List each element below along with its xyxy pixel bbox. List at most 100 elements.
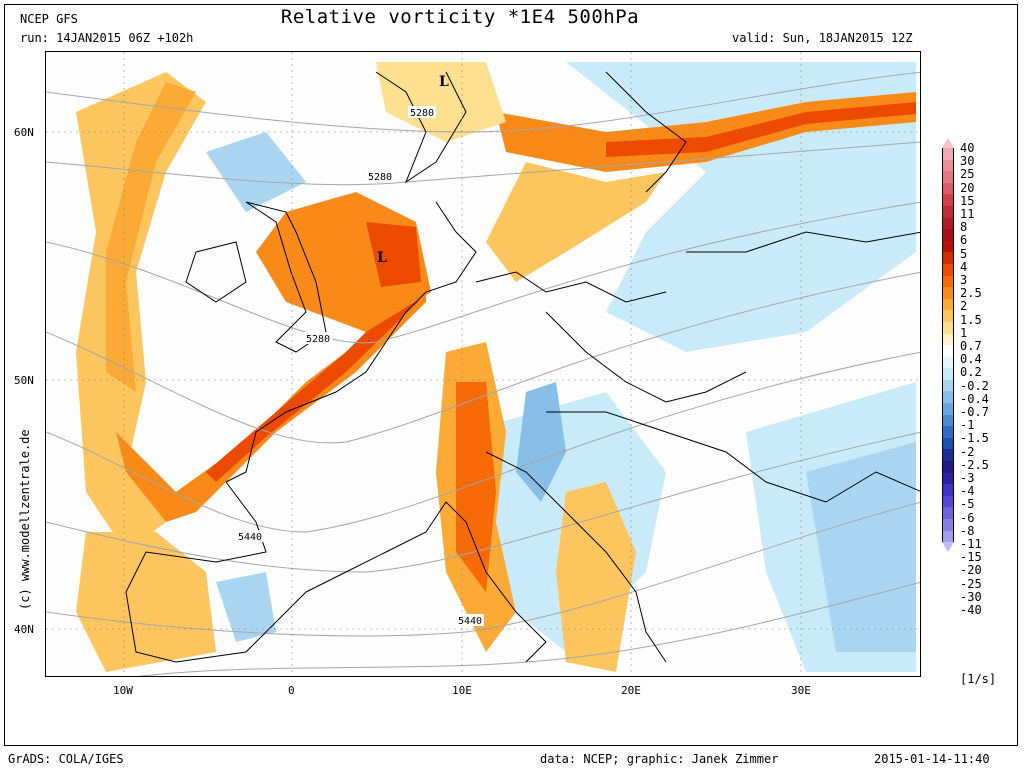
colorbar-tick-label: -6 — [960, 510, 975, 525]
colorbar-swatch — [942, 263, 954, 276]
colorbar-swatch — [942, 379, 954, 392]
colorbar-tick-label: 3 — [960, 273, 968, 287]
colorbar-tick-label: 40 — [960, 141, 975, 155]
colorbar-tick-label: 6 — [960, 233, 968, 248]
colorbar-tick-label: 2.5 — [960, 286, 982, 301]
colorbar-swatch — [942, 426, 954, 438]
colorbar-tick-label: -5 — [960, 497, 975, 512]
contour-label: 5280 — [368, 172, 392, 183]
colorbar-unit: [1/s] — [960, 672, 997, 686]
colorbar-tick-label: 0.7 — [960, 339, 982, 353]
colorbar-tick-label: 0.4 — [960, 352, 982, 367]
colorbar-tick-label: 2 — [960, 299, 968, 314]
low-pressure-marker: L — [439, 74, 449, 90]
colorbar-tick-label: 1 — [960, 325, 968, 340]
contour-label: 5280 — [410, 108, 434, 119]
lon-label-10w: 10W — [113, 684, 133, 697]
contour-label: 5280 — [306, 334, 330, 345]
colorbar-swatch — [942, 437, 954, 450]
contour-label: 5440 — [238, 532, 262, 543]
colorbar — [942, 138, 954, 553]
colorbar-swatch — [942, 507, 954, 519]
colorbar-tick-label: -4 — [960, 484, 975, 499]
colorbar-tick-label: -15 — [960, 550, 982, 565]
colorbar-bottom-arrow — [942, 542, 954, 553]
colorbar-swatch — [942, 472, 954, 485]
colorbar-swatch — [942, 461, 954, 473]
colorbar-tick-label: 11 — [960, 207, 975, 221]
colorbar-tick-label: 1.5 — [960, 312, 982, 327]
colorbar-tick-label: 15 — [960, 193, 975, 208]
vertical-credit: (c) www.modellzentrale.de — [18, 429, 32, 610]
colorbar-swatch — [942, 391, 954, 404]
vorticity-map: 5280 5280 5280 5440 5440 L L — [45, 51, 921, 677]
lat-label-60n: 60N — [14, 126, 34, 139]
contour-label: 5440 — [458, 616, 482, 627]
map-title: Relative vorticity *1E4 500hPa — [280, 6, 640, 28]
colorbar-tick-label: -0.7 — [960, 405, 989, 419]
colorbar-swatch — [942, 356, 954, 369]
model-name: NCEP GFS — [20, 12, 78, 26]
colorbar-tick-label: -2 — [960, 444, 975, 459]
colorbar-swatch — [942, 194, 954, 206]
colorbar-swatch — [942, 252, 954, 264]
colorbar-swatch — [942, 205, 954, 218]
colorbar-tick-label: 30 — [960, 154, 975, 169]
colorbar-tick-label: -8 — [960, 523, 975, 538]
lat-label-40n: 40N — [14, 623, 34, 636]
colorbar-swatch — [942, 159, 954, 172]
colorbar-swatch — [942, 240, 954, 253]
colorbar-tick-label: 5 — [960, 246, 968, 261]
colorbar-tick-label: 0.2 — [960, 365, 982, 380]
outer-frame — [4, 4, 1018, 746]
colorbar-top-arrow — [942, 138, 954, 148]
footer-timestamp: 2015-01-14-11:40 — [874, 752, 990, 766]
colorbar-swatch — [942, 414, 954, 427]
colorbar-swatch — [942, 495, 954, 508]
colorbar-tick-label: -30 — [960, 589, 982, 604]
colorbar-tick-label: 8 — [960, 220, 968, 235]
colorbar-tick-label: 4 — [960, 259, 968, 274]
colorbar-swatch — [942, 333, 954, 346]
colorbar-tick-label: -0.4 — [960, 391, 989, 406]
colorbar-swatch — [942, 287, 954, 299]
low-pressure-marker: L — [377, 250, 387, 266]
colorbar-swatch — [942, 321, 954, 334]
colorbar-swatch — [942, 368, 954, 380]
colorbar-swatch — [942, 530, 954, 543]
colorbar-tick-label: -1 — [960, 418, 975, 433]
colorbar-tick-label: -25 — [960, 576, 982, 591]
lat-label-50n: 50N — [14, 374, 34, 387]
vorticity-field: 5280 5280 5280 5440 5440 L L — [46, 52, 920, 676]
colorbar-swatch — [942, 449, 954, 462]
colorbar-swatch — [942, 310, 954, 322]
valid-time: valid: Sun, 18JAN2015 12Z — [732, 31, 913, 45]
colorbar-swatch — [942, 217, 954, 230]
colorbar-tick-label: -0.2 — [960, 378, 989, 393]
colorbar-tick-label: -20 — [960, 563, 982, 578]
colorbar-tick-label: 25 — [960, 167, 975, 182]
colorbar-tick-label: -1.5 — [960, 431, 989, 446]
colorbar-swatch — [942, 484, 954, 496]
colorbar-tick-label: -3 — [960, 471, 975, 485]
colorbar-swatch — [942, 275, 954, 288]
run-info: run: 14JAN2015 06Z +102h — [20, 31, 194, 45]
lon-label-20e: 20E — [621, 684, 641, 697]
colorbar-tick-label: 20 — [960, 180, 975, 195]
lon-label-10e: 10E — [452, 684, 472, 697]
colorbar-tick-label: -40 — [960, 603, 982, 617]
footer-credit: data: NCEP; graphic: Janek Zimmer — [540, 752, 779, 766]
colorbar-swatch — [942, 171, 954, 183]
colorbar-swatch — [942, 229, 954, 241]
colorbar-swatch — [942, 519, 954, 531]
lon-label-0: 0 — [288, 684, 295, 697]
colorbar-swatch — [942, 403, 954, 415]
lon-label-30e: 30E — [791, 684, 811, 697]
colorbar-tick-label: -2.5 — [960, 457, 989, 472]
footer-grads: GrADS: COLA/IGES — [8, 752, 124, 766]
colorbar-tick-label: -11 — [960, 537, 982, 551]
colorbar-swatch — [942, 182, 954, 195]
colorbar-swatch — [942, 148, 954, 160]
colorbar-swatch — [942, 298, 954, 311]
colorbar-swatch — [942, 345, 954, 357]
